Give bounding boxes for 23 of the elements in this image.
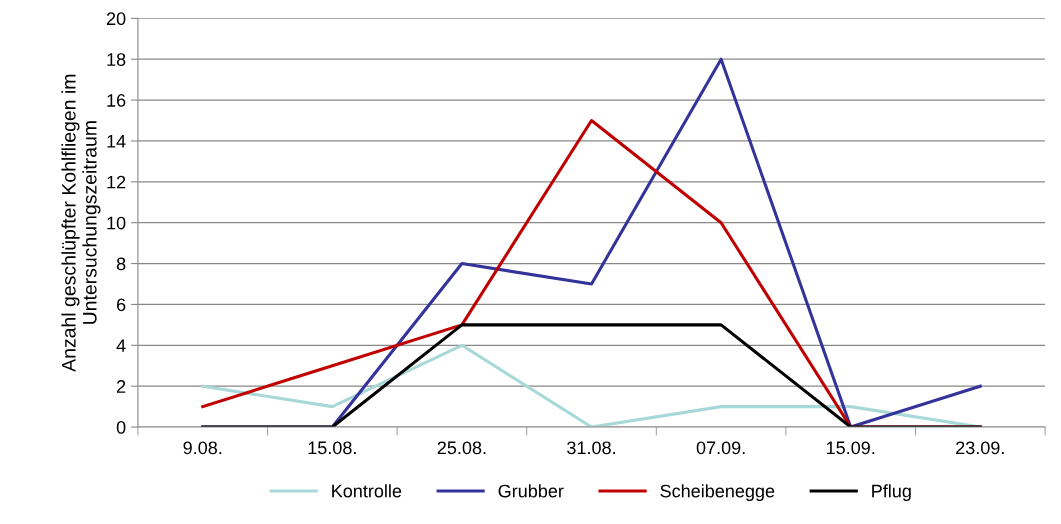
legend-label: Pflug — [872, 484, 911, 502]
y-tick-label: 18 — [107, 53, 126, 66]
y-tick-label: 0 — [116, 420, 126, 434]
x-tick-label: 15.09. — [826, 441, 875, 455]
legend-label: Kontrolle — [332, 484, 402, 498]
y-tick-label: 20 — [106, 12, 126, 26]
y-tick-label: 2 — [116, 380, 126, 393]
legend-label: Grubber — [498, 484, 564, 498]
x-tick-label: 15.08. — [308, 441, 356, 455]
y-tick-label: 8 — [116, 257, 126, 271]
y-tick-label: 4 — [116, 339, 126, 352]
legend-label: Scheibenegge — [660, 484, 775, 502]
x-tick-label: 31.08. — [567, 441, 615, 455]
x-tick-label: 07.09. — [696, 441, 745, 455]
y-tick-label: 14 — [107, 135, 126, 148]
x-tick-label: 9.08. — [183, 441, 222, 455]
y-tick-label: 16 — [107, 94, 126, 107]
y-tick-label: 10 — [107, 216, 126, 230]
x-tick-label: 25.08. — [437, 441, 486, 455]
y-axis-title: Anzahl geschlüpfter Kohlfliegen im Untersuchungszeitraum — [61, 74, 101, 372]
y-tick-label: 12 — [107, 175, 126, 189]
x-tick-label: 23.09. — [956, 441, 1004, 455]
y-tick-label: 6 — [117, 298, 126, 312]
